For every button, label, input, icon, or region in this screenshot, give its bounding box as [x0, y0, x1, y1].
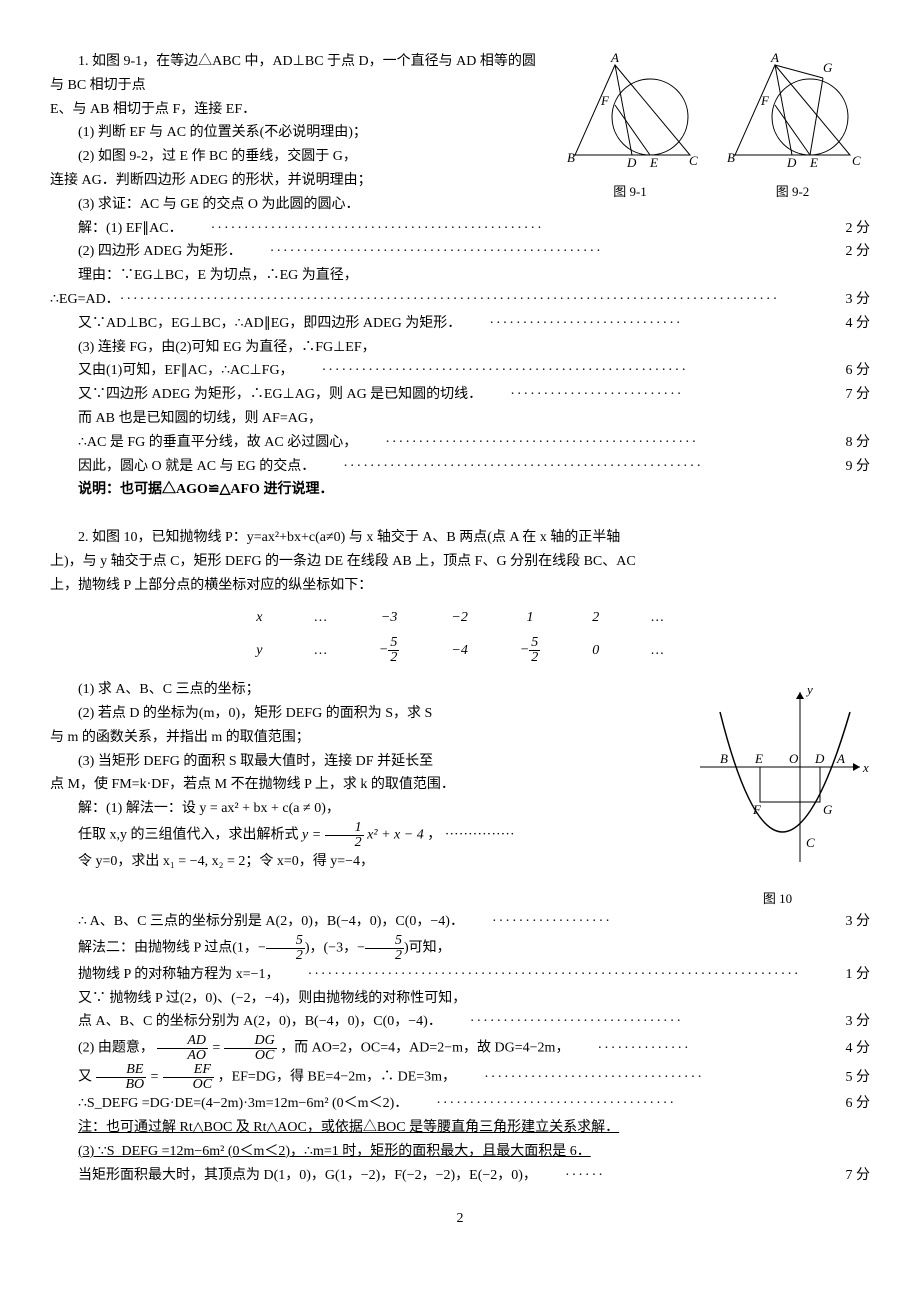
svg-text:y: y	[805, 682, 813, 697]
q2-sol4: ∴ A、B、C 三点的坐标分别是 A(2，0)，B(−4，0)，C(0，−4)．…	[50, 910, 870, 934]
q1-note: 说明：也可据△AGO≌△AFO 进行说理．	[50, 478, 870, 502]
q2-sol8: 点 A、B、C 的坐标分别为 A(2，0)，B(−4，0)，C(0，−4)． ·…	[50, 1010, 870, 1034]
figure-9-2: A B C D E F G	[715, 50, 870, 170]
figure-10-caption: 图 10	[685, 888, 870, 910]
svg-text:A: A	[836, 751, 845, 766]
q1-sol1: 解：(1) EF∥AC． ···························…	[50, 217, 870, 241]
svg-text:B: B	[567, 150, 575, 165]
q1-sol8: 而 AB 也是已知圆的切线，则 AF=AG，	[50, 407, 870, 431]
q2-sol6: 抛物线 P 的对称轴方程为 x=−1， ····················…	[50, 963, 870, 987]
q1-sol4: 又∵AD⊥BC，EG⊥BC，∴AD∥EG，即四边形 ADEG 为矩形． ····…	[50, 312, 870, 336]
q1-sol2: (2) 四边形 ADEG 为矩形． ······················…	[50, 240, 870, 264]
q2-sol9: (2) 由题意， ADAO = DGOC ，而 AO=2，OC=4，AD=2−m…	[50, 1034, 870, 1063]
svg-text:D: D	[786, 155, 797, 170]
page-number: 2	[50, 1207, 870, 1231]
q1-sol7: 又∵四边形 ADEG 为矩形，∴EG⊥AG，则 AG 是已知圆的切线． ····…	[50, 383, 870, 407]
svg-text:A: A	[770, 50, 779, 65]
figure-9-1: A B C D E F	[555, 50, 705, 170]
q1-sol3b: ∴EG=AD． ································…	[50, 288, 870, 312]
q1-sol10: 因此，圆心 O 就是 AC 与 EG 的交点． ················…	[50, 455, 870, 479]
figure-9-2-caption: 图 9-2	[715, 181, 870, 203]
svg-text:D: D	[814, 751, 825, 766]
svg-text:C: C	[852, 153, 861, 168]
svg-text:E: E	[754, 751, 763, 766]
svg-text:C: C	[806, 835, 815, 850]
q2-stem-c: 上，抛物线 P 上部分点的横坐标对应的纵坐标如下：	[50, 574, 870, 598]
q1-sol6: 又由(1)可知，EF∥AC，∴AC⊥FG， ··················…	[50, 359, 870, 383]
figure-9-1-caption: 图 9-1	[555, 181, 705, 203]
svg-text:B: B	[727, 150, 735, 165]
svg-text:E: E	[809, 155, 818, 170]
q2-sol11: ∴S_DEFG =DG·DE=(4−2m)·3m=12m−6m² (0＜m＜2)…	[50, 1092, 870, 1116]
q2-sol13: (3) ∵S_DEFG =12m−6m² (0＜m＜2)，∴m=1 时，矩形的面…	[50, 1140, 870, 1164]
q2-sol5: 解法二：由抛物线 P 过点(1，−52)，(−3，−52)可知，	[50, 934, 870, 963]
figure-9-group: A B C D E F 图 9-1 A B C D	[555, 50, 870, 203]
q2-sol7: 又∵ 抛物线 P 过(2，0)、(−2，−4)，则由抛物线的对称性可知，	[50, 987, 870, 1011]
svg-text:G: G	[823, 60, 833, 75]
q2-stem-b: 上)，与 y 轴交于点 C，矩形 DEFG 的一条边 DE 在线段 AB 上，顶…	[50, 550, 870, 574]
svg-text:B: B	[720, 751, 728, 766]
q1-sol3: 理由：∵EG⊥BC，E 为切点，∴EG 为直径，	[50, 264, 870, 288]
svg-text:A: A	[610, 50, 619, 65]
svg-text:F: F	[760, 93, 770, 108]
q2-sol10: 又 BEBO = EFOC ，EF=DG，得 BE=4−2m，∴ DE=3m， …	[50, 1063, 870, 1092]
svg-text:F: F	[752, 802, 762, 817]
q2-stem-a: 2. 如图 10，已知抛物线 P：y=ax²+bx+c(a≠0) 与 x 轴交于…	[50, 526, 870, 550]
q2-data-table: x … −3 −2 1 2 … y … −52 −4 −52 0 …	[230, 603, 689, 668]
svg-text:O: O	[789, 751, 799, 766]
q2-sol14: 当矩形面积最大时，其顶点为 D(1，0)，G(1，−2)，F(−2，−2)，E(…	[50, 1164, 870, 1188]
svg-text:F: F	[600, 93, 610, 108]
svg-text:C: C	[689, 153, 698, 168]
q2-sol12: 注：也可通过解 Rt△BOC 及 Rt△AOC，或依据△BOC 是等腰直角三角形…	[50, 1116, 870, 1140]
svg-text:x: x	[862, 760, 869, 775]
svg-text:E: E	[649, 155, 658, 170]
svg-text:D: D	[626, 155, 637, 170]
q1-sol5: (3) 连接 FG，由(2)可知 EG 为直径，∴FG⊥EF，	[50, 336, 870, 360]
svg-text:G: G	[823, 802, 833, 817]
q1-sol9: ∴AC 是 FG 的垂直平分线，故 AC 必过圆心， ·············…	[50, 431, 870, 455]
figure-10: y x O A B C D E F G 图 10	[685, 682, 870, 910]
